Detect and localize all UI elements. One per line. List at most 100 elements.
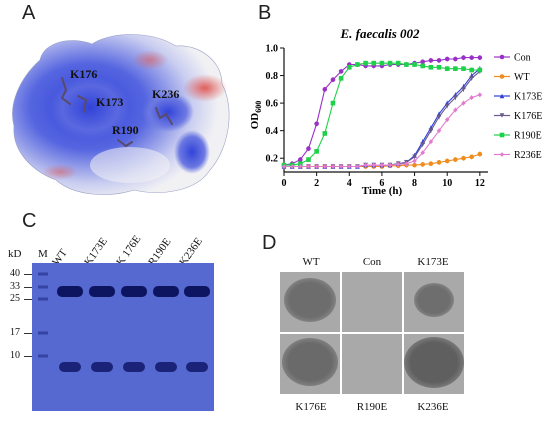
- chart-series-layer: [281, 55, 483, 169]
- series-con: [281, 55, 483, 168]
- data-point-con: [469, 55, 474, 60]
- data-point-con: [306, 146, 311, 151]
- gel-marker-tick: [24, 287, 32, 288]
- data-point-con: [461, 55, 466, 60]
- data-point-wt: [469, 154, 474, 160]
- gel-marker-size-label: 17: [10, 327, 20, 338]
- panel-b-letter: B: [258, 2, 272, 24]
- data-point-r236e: [420, 150, 426, 156]
- growth-curve-chart: E. faecalis 002 0 2 4 6 8 10 12 0.2 0.4 0.6 0.8 1.0…: [249, 26, 542, 197]
- gel-marker-tick: [24, 356, 32, 357]
- x-tick-label: 8: [412, 178, 417, 189]
- data-point-k176e: [428, 128, 434, 133]
- data-point-r190e: [363, 60, 368, 66]
- data-point-wt: [436, 160, 442, 165]
- residue-label-k176: K176: [70, 67, 97, 81]
- data-point-r190e: [477, 67, 483, 73]
- data-point-r236e: [461, 100, 466, 106]
- data-point-r190e: [322, 131, 328, 136]
- data-point-r236e: [395, 162, 401, 167]
- data-point-r190e: [314, 149, 319, 154]
- legend-entry-r190e: R190E: [494, 131, 542, 142]
- protein-band-upper: [121, 286, 147, 297]
- data-point-con: [428, 58, 434, 63]
- chart-legend: Con WT K173E K176E R190E R236E: [494, 53, 542, 161]
- legend-label: K173E: [514, 92, 542, 103]
- halo-plate-k173e: [404, 272, 464, 332]
- halo-bottom-label: K176E: [295, 401, 327, 413]
- y-tick-label: 0.2: [266, 154, 279, 165]
- data-point-r236e: [281, 164, 287, 169]
- panel-a-letter: A: [22, 2, 36, 24]
- protein-band-lower: [59, 362, 81, 372]
- data-point-wt: [412, 162, 417, 168]
- residue-label-k173: K173: [96, 95, 123, 109]
- x-tick-label: 10: [442, 178, 452, 189]
- data-point-r190e: [306, 157, 311, 162]
- data-point-k176e: [453, 95, 458, 100]
- halo-plate-r190e: [342, 334, 402, 394]
- y-tick-label: 0.4: [266, 126, 279, 137]
- series-line-k176e: [284, 70, 481, 168]
- data-point-r190e: [346, 64, 352, 70]
- series-line-r236e: [284, 94, 480, 168]
- series-line-k173e: [284, 68, 481, 168]
- data-point-r190e: [338, 76, 344, 81]
- series-k173e: [281, 66, 483, 169]
- legend-label: K176E: [514, 111, 542, 122]
- legend-label: Con: [514, 53, 531, 64]
- y-tick-label: 0.6: [266, 99, 279, 110]
- y-tick-label: 1.0: [266, 44, 279, 55]
- data-point-r236e: [477, 92, 483, 98]
- gel-marker-tick: [24, 299, 32, 300]
- data-point-wt: [477, 151, 483, 157]
- data-point-r236e: [412, 158, 417, 164]
- data-point-k176e: [436, 114, 442, 120]
- gel-marker-tick: [24, 333, 32, 334]
- data-point-wt: [453, 157, 458, 162]
- marker-band: [38, 354, 48, 358]
- data-point-r190e: [453, 66, 458, 71]
- halo-bottom-label: K236E: [417, 401, 449, 413]
- data-point-r190e: [461, 66, 466, 71]
- halo-top-label: Con: [362, 256, 382, 268]
- protein-band-lower: [123, 362, 145, 372]
- panel-a-protein-surface: K176 K173 K236 R190: [12, 34, 230, 195]
- data-point-r236e: [371, 162, 377, 168]
- data-point-con: [338, 69, 344, 74]
- data-point-r236e: [379, 162, 385, 168]
- data-point-con: [420, 59, 426, 65]
- marker-band: [38, 272, 48, 276]
- data-point-r236e: [289, 164, 295, 169]
- lysis-halo: [404, 336, 464, 388]
- data-point-r190e: [428, 64, 434, 70]
- legend-marker: [499, 74, 505, 79]
- data-point-k176e: [420, 142, 426, 147]
- lysis-halo: [414, 283, 454, 317]
- halo-top-label: K173E: [417, 256, 449, 268]
- data-point-con: [453, 56, 458, 62]
- series-k176e: [281, 68, 483, 169]
- series-line-con: [283, 57, 480, 166]
- data-point-r190e: [404, 62, 409, 67]
- legend-marker: [499, 93, 505, 99]
- panel-c-letter: C: [22, 210, 37, 232]
- legend-marker: [499, 152, 505, 157]
- series-r190e: [281, 60, 483, 168]
- data-point-wt: [461, 155, 466, 161]
- halo-plate-wt: [280, 272, 340, 332]
- gel-kd-label: kD: [8, 248, 22, 260]
- gel-marker-size-label: 25: [10, 293, 20, 304]
- x-tick-label: 2: [314, 178, 319, 189]
- data-point-r236e: [469, 95, 474, 100]
- data-point-con: [330, 77, 336, 82]
- marker-band: [38, 285, 48, 289]
- protein-band-lower: [186, 362, 208, 372]
- legend-entry-k176e: K176E: [494, 111, 542, 122]
- legend-marker: [499, 54, 505, 60]
- halo-top-label: WT: [302, 256, 320, 268]
- data-point-k176e: [412, 154, 417, 160]
- gel-marker-size-label: 33: [10, 281, 20, 292]
- data-point-r190e: [436, 64, 442, 70]
- legend-entry-wt: WT: [494, 72, 530, 83]
